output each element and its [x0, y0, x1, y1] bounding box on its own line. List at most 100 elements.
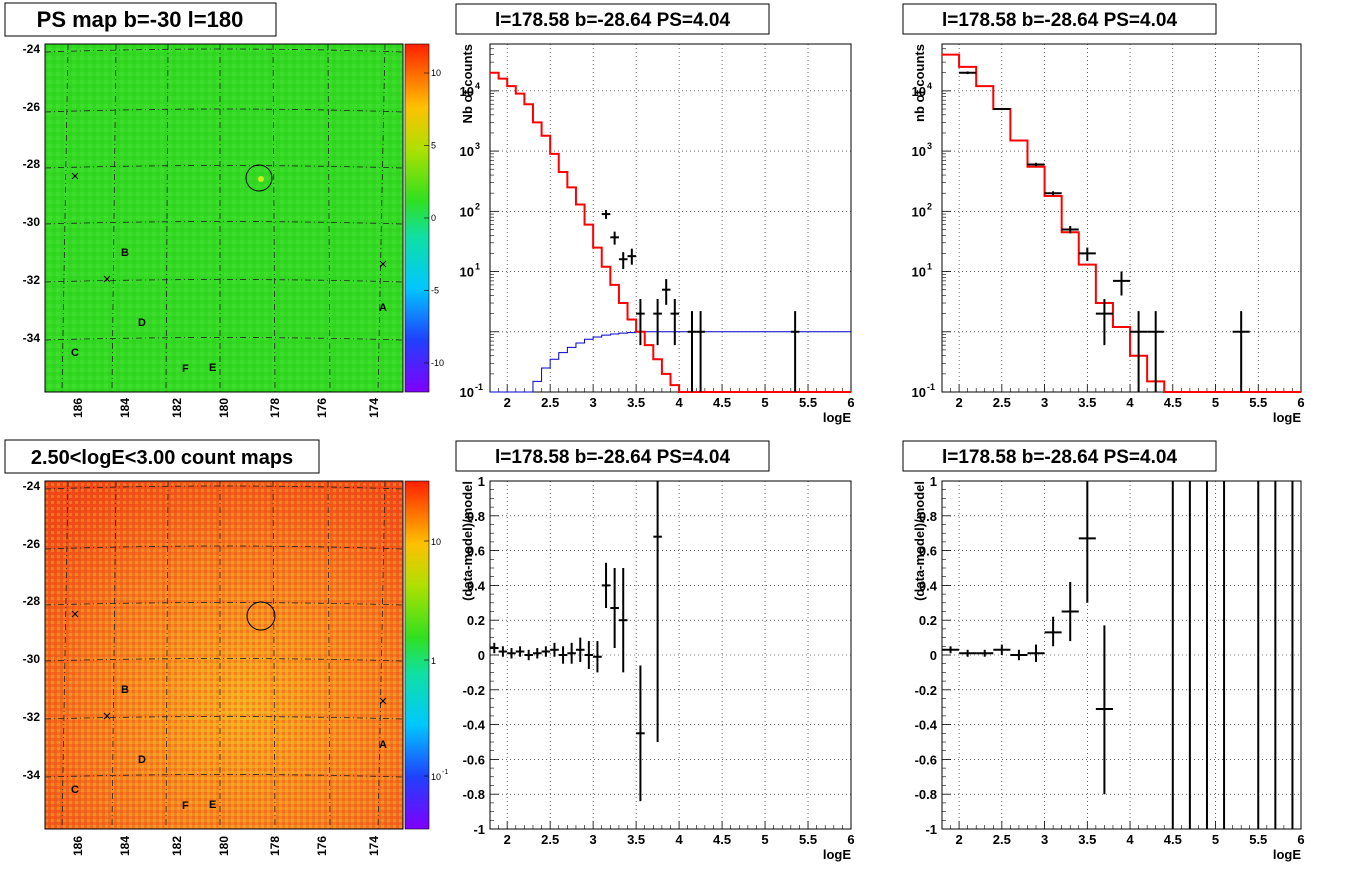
y-axis-label: nb of counts: [912, 44, 927, 122]
map-top-colorbar-label: -5: [431, 286, 439, 296]
y-tick-label: 0.2: [467, 613, 485, 628]
data-point: [507, 648, 516, 659]
data-point: [1078, 481, 1096, 603]
spectrum-panel-1: l=178.58 b=-28.64 PS=4.04 2 2.5 3 3.5 4 4.5 5 5.…: [455, 3, 855, 425]
plot-frame: [489, 43, 852, 393]
data-point: [532, 648, 542, 659]
map-bottom-colorbar-ticks: [424, 540, 429, 777]
y-tick-exponent: 2: [927, 201, 932, 211]
x-axis-label: logE: [823, 847, 851, 862]
chart-title: l=178.58 b=-28.64 PS=4.04: [942, 447, 1177, 468]
x-tick-label: 5.5: [799, 832, 817, 847]
x-tick-label: 6: [1297, 832, 1304, 847]
chart-title-box: [455, 440, 770, 472]
data-point: [1044, 191, 1062, 196]
x-tick-label: 5: [761, 395, 768, 410]
map-top-letter-d: D: [138, 317, 146, 329]
x-tick-label: 3.5: [1078, 395, 1096, 410]
x-axis-label: logE: [823, 410, 851, 425]
x-tick-label: 3.5: [627, 832, 645, 847]
data-point: [567, 642, 576, 664]
map-bottom-letter-f: F: [182, 800, 189, 812]
map-top-ytick: -24: [23, 42, 41, 56]
x-tick-label: 5.5: [1249, 395, 1267, 410]
x-tick-label: 2.5: [993, 832, 1011, 847]
data-point: [584, 641, 594, 669]
x-axis-label: logE: [1273, 847, 1301, 862]
x-tick-label: 5: [1212, 832, 1219, 847]
data-point: [653, 299, 662, 346]
x-tick-label: 2: [504, 832, 511, 847]
map-top-cross-markers: [71, 172, 387, 283]
residual-panel-1: l=178.58 b=-28.64 PS=4.04 2 2.5 3 3.5 4 4.5 5 5.…: [455, 440, 855, 862]
x-tick-label: 5.5: [1249, 832, 1267, 847]
chart-title: l=178.58 b=-28.64 PS=4.04: [942, 10, 1177, 31]
data-point: [1010, 649, 1028, 661]
x-tick-label: 4.5: [713, 832, 731, 847]
map-bottom-ytick: -26: [23, 537, 41, 551]
chart-title-box: [902, 440, 1217, 472]
map-top-letter-a: A: [379, 302, 387, 314]
x-tick-label: 6: [847, 395, 854, 410]
map-top-title: PS map b=-30 l=180: [37, 7, 244, 32]
data-point: [687, 311, 697, 392]
x-tick-label: 3: [590, 395, 597, 410]
x-tick-label: 3: [590, 832, 597, 847]
data-point: [601, 210, 611, 219]
x-tick-label: 5: [761, 832, 768, 847]
data-point: [550, 642, 559, 657]
x-tick-label: 4.5: [1164, 395, 1182, 410]
y-tick-exponent: 3: [475, 141, 480, 151]
y-tick-label: 0.6: [467, 544, 485, 559]
data-point: [993, 644, 1011, 655]
data-point: [618, 568, 628, 673]
data-point: [1061, 581, 1079, 642]
y-tick-label: 0.8: [467, 509, 485, 524]
x-tick-label: 4: [675, 832, 683, 847]
y-tick-label: 10: [460, 144, 474, 159]
residual-panel-2: l=178.58 b=-28.64 PS=4.04 2 2.5 3 3.5 4 4.5 5 5.…: [902, 440, 1305, 862]
data-point: [959, 71, 977, 75]
y-tick-label: 10: [912, 265, 926, 280]
map-bottom-title: 2.50<logE<3.00 count maps: [31, 447, 293, 469]
data-point: [593, 641, 602, 673]
map-bottom-letter-d: D: [138, 754, 146, 766]
data-point: [601, 562, 611, 609]
x-tick-label: 2: [955, 395, 962, 410]
y-tick-label: -0.4: [915, 718, 938, 733]
y-axis-label: Nb of counts: [460, 44, 475, 123]
map-bottom-letter-c: C: [71, 784, 79, 796]
map-bottom-colorbar-label: 10: [431, 537, 441, 547]
map-top-ytick: -26: [23, 100, 41, 114]
data-point: [1095, 299, 1113, 346]
data-point: [1061, 226, 1079, 234]
data-point: [790, 311, 800, 392]
data-point: [575, 637, 585, 662]
map-bottom-cross-markers: [71, 610, 387, 720]
data-point: [558, 646, 568, 664]
map-bottom-grid: [44, 480, 404, 830]
y-tick-exponent: 4: [475, 81, 480, 91]
map-top-xtick: 184: [118, 398, 132, 418]
y-tick-label: -1: [473, 822, 485, 837]
map-bottom-colorbar-label: 10: [431, 772, 441, 782]
x-tick-label: 6: [1297, 395, 1304, 410]
y-tick-label: 10: [460, 265, 474, 280]
data-point: [976, 649, 994, 657]
x-tick-label: 5.5: [799, 395, 817, 410]
map-bottom-xtick: 176: [315, 836, 329, 856]
x-tick-label: 4.5: [713, 395, 731, 410]
chart-title-box: [902, 3, 1217, 35]
x-axis-label: logE: [1273, 410, 1301, 425]
x-tick-label: 2: [955, 832, 962, 847]
y-tick-label: -0.8: [915, 787, 937, 802]
map-bottom-colorbar: [404, 480, 430, 830]
map-top-xtick: 178: [268, 398, 282, 418]
y-tick-label: 0.2: [919, 613, 937, 628]
map-bottom-letter-a: A: [379, 739, 387, 751]
data-point: [610, 568, 619, 649]
map-bottom-ytick: -24: [23, 479, 41, 493]
data-point: [1027, 162, 1045, 167]
